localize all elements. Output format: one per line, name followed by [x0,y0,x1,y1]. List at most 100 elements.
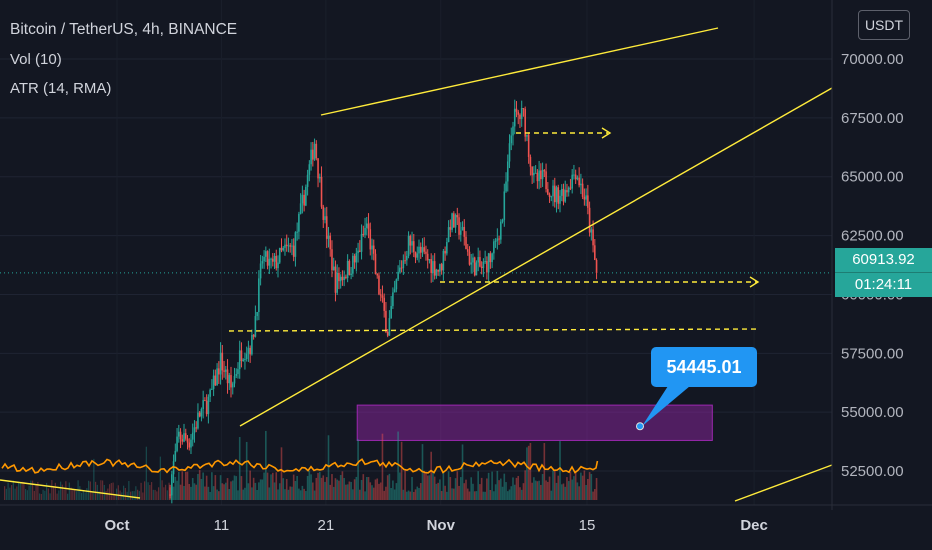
volume-bar [145,446,147,500]
volume-bar [541,474,544,500]
candle-body [402,260,405,268]
volume-bar [506,491,509,500]
volume-bar [508,489,511,500]
volume-bar [242,489,244,500]
volume-bar [151,482,153,500]
volume-bar [28,485,30,500]
volume-bar [416,486,419,500]
candle-body [461,226,464,231]
volume-bar [233,475,236,500]
volume-bar [315,477,318,500]
candle-body [399,267,401,272]
volume-bar [218,491,220,500]
candle-body [292,245,295,257]
candle-body [176,436,178,451]
candle-body [186,438,189,443]
volume-bar [88,480,90,500]
volume-bar [251,487,253,500]
volume-bar [444,485,446,500]
candle-body [423,247,426,252]
candle-body [386,331,389,336]
volume-bar [458,485,460,500]
volume-bar [238,437,241,500]
candle-body [543,170,546,172]
atr-indicator-label[interactable]: ATR (14, RMA) [10,80,112,97]
candle-body [459,230,462,235]
volume-bar [188,483,191,500]
candle-body [557,187,560,204]
volume-bar [249,470,251,500]
candle-body [414,252,417,258]
candle-body [197,412,199,429]
volume-bar [407,490,410,500]
volume-bar [562,483,565,500]
volume-bar [44,490,46,500]
volume-bar [265,430,267,500]
volume-bar [190,486,192,500]
candle-body [439,264,441,272]
price-callout-label[interactable]: 54445.01 [651,347,757,387]
volume-bar [277,489,279,500]
volume-bar [133,491,135,500]
volume-bar [128,481,130,500]
candle-body [306,174,309,187]
candle-body [258,278,260,313]
candle-body [355,253,358,263]
volume-bar [571,479,573,500]
volume-indicator-label[interactable]: Vol (10) [10,51,62,68]
time-tick-label: 21 [318,517,335,534]
volume-bar [49,493,51,500]
volume-bar [75,491,77,500]
volume-bar [252,477,255,500]
volume-bar [103,484,105,500]
volume-bar [204,486,206,500]
volume-bar [392,480,394,500]
volume-bar [18,481,20,500]
candle-body [305,186,307,206]
candle-body [317,158,319,179]
volume-bar [553,470,556,500]
volume-bar [14,488,16,500]
candle-body [235,374,238,376]
volume-bar [301,485,304,500]
candle-body [432,261,434,273]
candle-body [338,272,340,282]
volume-bar [383,490,385,500]
candle-body [513,108,516,127]
currency-button[interactable]: USDT [858,10,910,40]
volume-bar [165,484,167,500]
candle-body [437,269,439,272]
volume-bar [51,480,53,500]
candle-body [385,310,387,332]
volume-pane [4,430,598,500]
volume-bar [397,431,399,500]
volume-bar [419,483,422,500]
volume-bar [536,481,539,500]
candle-body [327,235,330,239]
candle-body [169,494,171,496]
volume-bar [395,483,398,500]
candle-body [486,261,488,273]
candle-body [244,358,246,360]
volume-bar [590,473,593,500]
candle-body [553,185,556,203]
volume-bar [287,489,290,500]
drawings [0,27,833,502]
volume-bar [42,489,44,500]
candle-body [294,232,297,257]
candle-body [381,295,384,298]
volume-bar [388,473,391,500]
candle-body [339,276,342,282]
candle-body [566,190,568,193]
volume-bar [280,447,283,500]
candle-body [541,170,544,180]
volume-bar [400,441,403,500]
volume-bar [317,472,319,500]
candle-body [318,176,321,179]
candle-body [200,408,203,417]
candle-body [273,255,276,262]
volume-bar [379,482,382,500]
volume-bar [376,478,379,500]
